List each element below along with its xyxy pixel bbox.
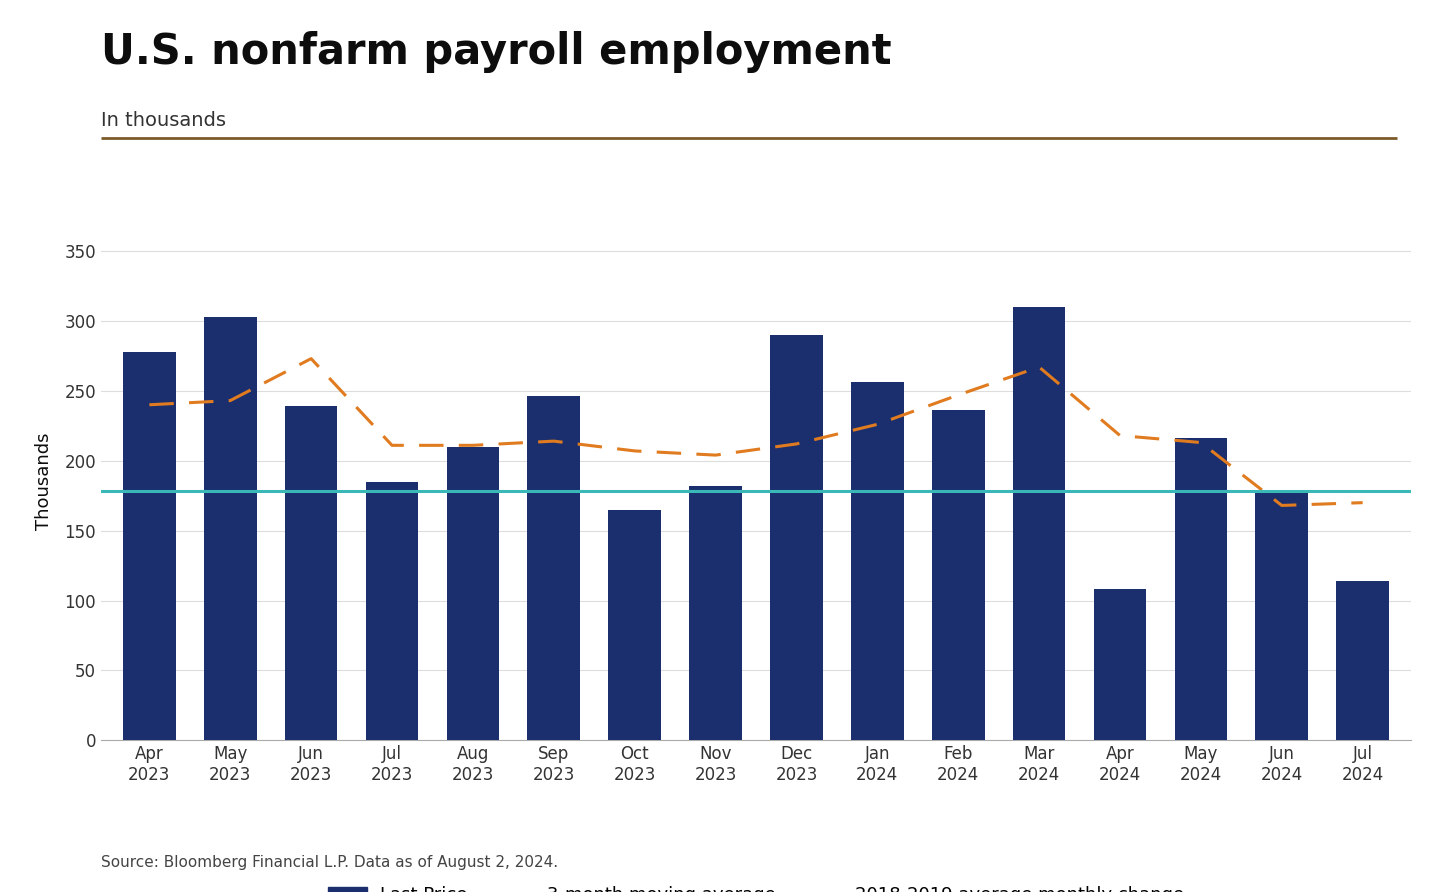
Bar xyxy=(770,334,822,740)
Bar xyxy=(851,383,904,740)
Text: In thousands: In thousands xyxy=(101,112,226,130)
Bar xyxy=(608,509,661,740)
Bar xyxy=(446,447,500,740)
Bar xyxy=(1094,590,1146,740)
Bar xyxy=(122,351,176,740)
Y-axis label: Thousands: Thousands xyxy=(35,433,53,531)
Bar xyxy=(1012,307,1066,740)
Legend: Last Price, 3-month moving average, 2018-2019 average monthly change: Last Price, 3-month moving average, 2018… xyxy=(321,879,1191,892)
Bar xyxy=(285,406,337,740)
Bar xyxy=(204,317,256,740)
Bar xyxy=(527,396,580,740)
Bar xyxy=(366,482,418,740)
Bar xyxy=(1336,581,1390,740)
Text: U.S. nonfarm payroll employment: U.S. nonfarm payroll employment xyxy=(101,31,891,73)
Bar xyxy=(690,486,742,740)
Bar xyxy=(932,410,985,740)
Bar xyxy=(1175,438,1227,740)
Text: Source: Bloomberg Financial L.P. Data as of August 2, 2024.: Source: Bloomberg Financial L.P. Data as… xyxy=(101,855,557,870)
Bar xyxy=(1256,490,1308,740)
